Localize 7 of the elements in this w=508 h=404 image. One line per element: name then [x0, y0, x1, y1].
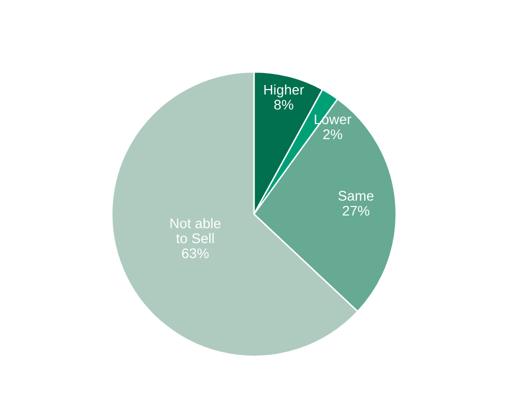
slice-label: Higher	[264, 84, 304, 98]
data-label: 27%	[342, 206, 370, 216]
data-label: 8%	[274, 100, 294, 110]
data-label: 2%	[323, 129, 342, 140]
data-label: 63%	[182, 248, 209, 258]
slice-label: Not able to Sell	[170, 218, 221, 244]
slice-label: Same	[338, 190, 374, 201]
